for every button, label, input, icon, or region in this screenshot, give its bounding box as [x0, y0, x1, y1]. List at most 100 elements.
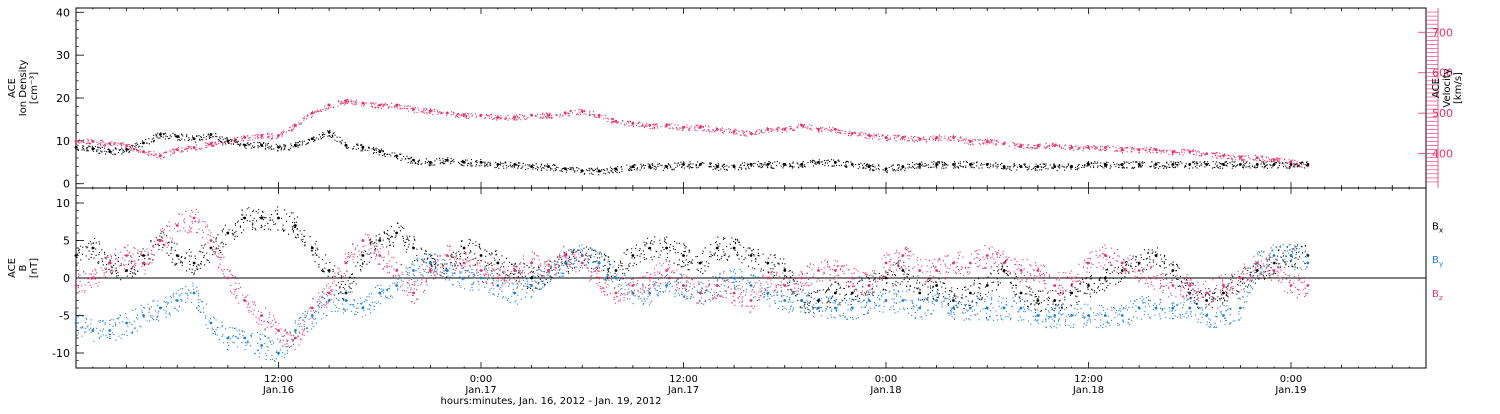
bx-sample [572, 250, 573, 251]
density-sample [812, 162, 813, 163]
bx-sample [644, 259, 645, 260]
density-sample [831, 159, 832, 160]
velocity-sample [1137, 149, 1138, 150]
bx-sample [269, 217, 270, 218]
velocity-sample [751, 133, 752, 134]
bx-sample [755, 261, 756, 262]
bx-sample [117, 278, 118, 279]
bx-point [834, 292, 837, 295]
density-sample [235, 142, 236, 143]
density-sample [731, 165, 732, 166]
velocity-sample [476, 116, 477, 117]
density-sample [724, 166, 725, 167]
density-sample [1224, 162, 1225, 163]
density-sample [1264, 164, 1265, 165]
density-sample [630, 170, 631, 171]
bx-sample [243, 222, 244, 223]
velocity-sample [1238, 156, 1239, 157]
velocity-sample [1049, 146, 1050, 147]
velocity-sample [953, 138, 954, 139]
density-sample [481, 165, 482, 166]
density-sample [1258, 164, 1259, 165]
bx-sample [130, 271, 131, 272]
velocity-sample [507, 120, 508, 121]
velocity-sample [317, 110, 318, 111]
bx-sample [360, 265, 361, 266]
density-sample [339, 141, 340, 142]
velocity-sample [860, 135, 861, 136]
velocity-sample [1173, 151, 1174, 152]
velocity-sample [333, 107, 334, 108]
density-sample [584, 173, 585, 174]
density-sample [862, 165, 863, 166]
velocity-sample [187, 148, 188, 149]
velocity-sample [1069, 149, 1070, 150]
density-sample [376, 148, 377, 149]
velocity-sample [633, 123, 634, 124]
velocity-sample [484, 118, 485, 119]
density-sample [360, 150, 361, 151]
bx-sample [450, 262, 451, 263]
velocity-sample [642, 123, 643, 124]
density-sample [1013, 166, 1014, 167]
bx-sample [525, 276, 526, 277]
velocity-sample [965, 140, 966, 141]
velocity-sample [908, 137, 909, 138]
bx-sample [670, 250, 671, 251]
velocity-sample [1211, 153, 1212, 154]
bx-sample [163, 232, 164, 233]
bx-sample [204, 245, 205, 246]
velocity-sample [312, 116, 313, 117]
bx-sample [228, 233, 229, 234]
velocity-sample [816, 128, 817, 129]
bx-sample [459, 258, 460, 259]
velocity-sample [1181, 150, 1182, 151]
density-sample [210, 137, 211, 138]
density-sample [747, 165, 748, 166]
bx-sample [79, 249, 80, 250]
density-sample [872, 169, 873, 170]
bx-sample [189, 269, 190, 270]
bx-sample [763, 254, 764, 255]
velocity-sample [605, 118, 606, 119]
velocity-sample [694, 126, 695, 127]
bx-sample [491, 265, 492, 266]
bx-sample [546, 279, 547, 280]
density-sample [1017, 167, 1018, 168]
bx-sample [79, 252, 80, 253]
velocity-sample [729, 132, 730, 133]
density-sample [1054, 164, 1055, 165]
velocity-sample [804, 124, 805, 125]
bx-sample [531, 278, 532, 279]
density-sample [1093, 166, 1094, 167]
bx-sample [329, 271, 330, 272]
bx-sample [218, 245, 219, 246]
velocity-sample [199, 148, 200, 149]
density-sample [819, 163, 820, 164]
density-sample [776, 165, 777, 166]
velocity-sample [1113, 146, 1114, 147]
velocity-sample [543, 117, 544, 118]
bx-sample [758, 253, 759, 254]
bx-sample [710, 251, 711, 252]
bx-sample [417, 260, 418, 261]
density-sample [119, 150, 120, 151]
velocity-sample [685, 126, 686, 127]
density-sample [174, 134, 175, 135]
bx-sample [256, 220, 257, 221]
velocity-sample [1242, 155, 1243, 156]
density-sample [717, 167, 718, 168]
bx-point [631, 254, 634, 257]
velocity-sample [103, 145, 104, 146]
density-sample [893, 169, 894, 170]
velocity-sample [222, 145, 223, 146]
bx-sample [659, 240, 660, 241]
velocity-sample [1268, 157, 1269, 158]
velocity-sample [1044, 148, 1045, 149]
density-sample [259, 146, 260, 147]
bx-sample [343, 299, 344, 300]
density-sample [130, 146, 131, 147]
bx-sample [172, 259, 173, 260]
bx-sample [424, 253, 425, 254]
bx-sample [503, 266, 504, 267]
